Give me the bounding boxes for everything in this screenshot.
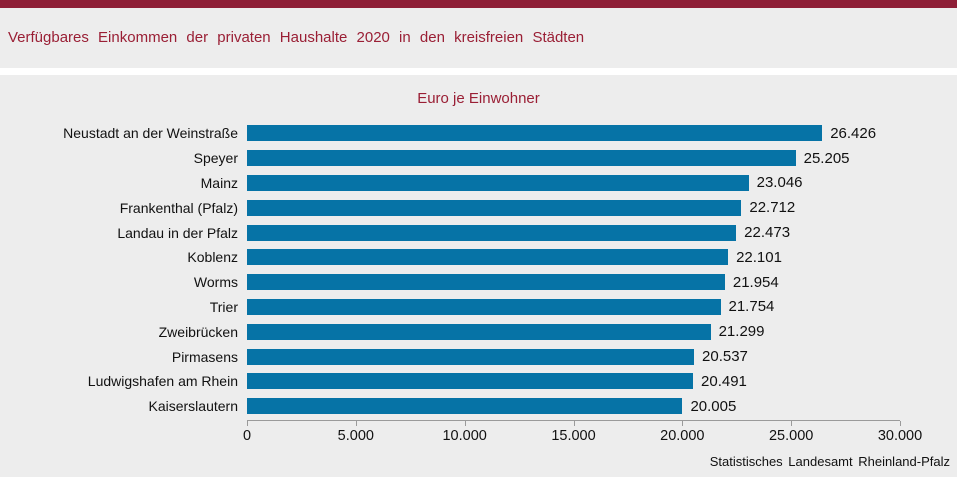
category-label: Neustadt an der Weinstraße (63, 125, 238, 142)
bar-row: Neustadt an der Weinstraße 26.426 (0, 121, 957, 146)
value-label: 21.954 (732, 273, 779, 291)
top-accent-bar (0, 0, 957, 8)
bar-row: Ludwigshafen am Rhein 20.491 (0, 369, 957, 394)
bar-track: 22.101 (247, 249, 900, 266)
bar-row: Kaiserslautern 20.005 (0, 394, 957, 419)
bar-track: 21.954 (247, 274, 900, 291)
bar-track: 21.754 (247, 298, 900, 315)
axis-tick (464, 421, 466, 426)
bar-track: 20.005 (247, 398, 900, 415)
x-axis: 0 5.000 10.000 15.000 20.000 25.000 30.000 (243, 420, 922, 444)
value-label: 23.046 (756, 174, 803, 192)
chart-subtitle: Euro je Einwohner (417, 90, 540, 107)
bar (247, 373, 694, 390)
bar-track: 23.046 (247, 174, 900, 191)
bar-row: Zweibrücken 21.299 (0, 319, 957, 344)
axis-tick-label: 20.000 (660, 428, 705, 444)
header-divider (0, 68, 957, 75)
value-label: 20.537 (702, 348, 748, 366)
bar-track: 22.712 (247, 199, 900, 216)
category-label: Ludwigshafen am Rhein (87, 373, 238, 390)
category-label: Kaiserslautern (148, 398, 239, 415)
bar-track: 26.426 (247, 125, 900, 142)
category-label: Zweibrücken (158, 323, 238, 340)
axis-tick (791, 421, 793, 426)
value-label: 22.473 (744, 224, 791, 242)
axis-tick-label: 10.000 (442, 428, 487, 444)
bar-row: Trier 21.754 (0, 295, 957, 320)
axis-tick-label: 5.000 (337, 428, 374, 444)
value-label: 26.426 (830, 124, 877, 142)
bar-track: 20.537 (247, 348, 900, 365)
bar (247, 323, 711, 340)
bar-track: 22.473 (247, 224, 900, 241)
bar-row: Mainz 23.046 (0, 171, 957, 196)
bar (247, 398, 683, 415)
bar (247, 199, 742, 216)
axis-tick (247, 421, 248, 426)
bar (247, 348, 695, 365)
axis-tick-label: 15.000 (551, 428, 596, 444)
bar-track: 20.491 (247, 373, 900, 390)
axis-tick (573, 421, 575, 426)
category-label: Mainz (200, 174, 238, 191)
bar-row: Frankenthal (Pfalz) 22.712 (0, 195, 957, 220)
axis-tick (900, 421, 901, 426)
value-label: 20.491 (701, 372, 747, 390)
bar-row: Speyer 25.205 (0, 146, 957, 171)
bar-row: Koblenz 22.101 (0, 245, 957, 270)
bar-track: 21.299 (247, 323, 900, 340)
bar (247, 150, 796, 167)
page-title: Verfügbares Einkommen der privaten Haush… (8, 29, 585, 46)
axis-tick (682, 421, 684, 426)
category-label: Landau in der Pfalz (117, 224, 238, 241)
value-label: 22.712 (749, 199, 796, 217)
bar-row: Landau in der Pfalz 22.473 (0, 220, 957, 245)
value-label: 25.205 (803, 149, 850, 167)
axis-tick-label: 30.000 (877, 428, 923, 444)
axis-tick-label: 25.000 (768, 428, 814, 444)
axis-tick (355, 421, 357, 426)
bar (247, 298, 721, 315)
value-label: 22.101 (736, 248, 782, 266)
bar-track: 25.205 (247, 150, 900, 167)
bar (247, 125, 823, 142)
category-label: Frankenthal (Pfalz) (119, 199, 238, 216)
category-label: Worms (193, 274, 238, 291)
category-label: Pirmasens (171, 348, 238, 365)
bar (247, 249, 729, 266)
value-label: 21.299 (718, 323, 765, 341)
category-label: Trier (209, 298, 238, 315)
value-label: 20.005 (690, 397, 737, 415)
bar-row: Worms 21.954 (0, 270, 957, 295)
bar-chart: Neustadt an der Weinstraße 26.426 Speyer 25… (0, 121, 957, 419)
value-label: 21.754 (728, 298, 775, 316)
bar-row: Pirmasens 20.537 (0, 344, 957, 369)
category-label: Koblenz (187, 249, 238, 266)
category-label: Speyer (193, 150, 238, 167)
source-credit: Statistisches Landesamt Rheinland-Pfalz (709, 454, 950, 469)
bar (247, 224, 737, 241)
bar (247, 174, 749, 191)
bar (247, 274, 725, 291)
axis-tick-label: 0 (242, 428, 252, 444)
